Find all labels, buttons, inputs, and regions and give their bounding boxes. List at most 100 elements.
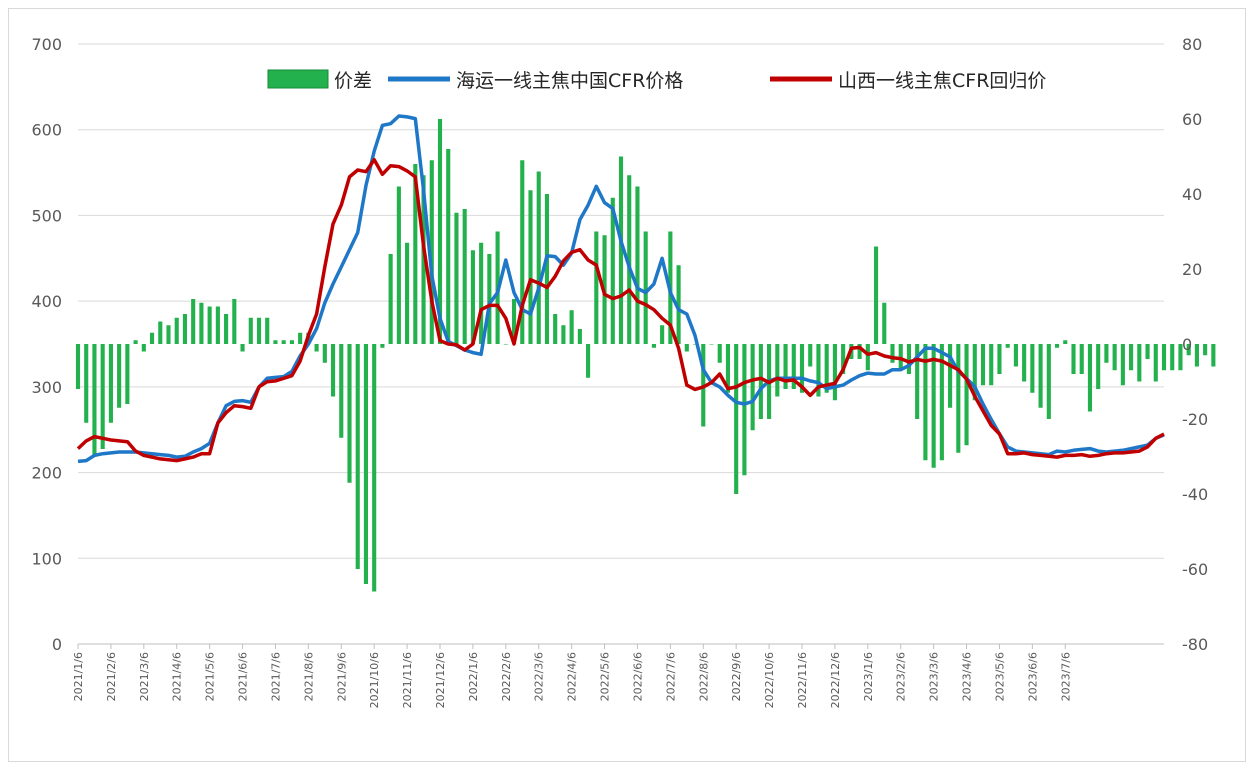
legend: 价差 海运一线主焦中国CFR价格 山西一线主焦CFR回归价 (267, 69, 1046, 92)
spread-bar (676, 265, 681, 344)
spread-bar (248, 317, 253, 344)
spread-bar (454, 212, 459, 344)
x-tick-label: 2023/3/6 (928, 652, 941, 701)
series-line-red (76, 157, 1165, 463)
spread-bar (405, 242, 410, 344)
spread-bar (594, 231, 599, 344)
left-tick-label: 200 (31, 464, 62, 483)
spread-bar (1211, 344, 1216, 367)
spread-bar (388, 254, 393, 344)
spread-bar (692, 344, 698, 345)
right-tick-label: -80 (1182, 635, 1208, 654)
spread-bar (380, 344, 385, 348)
spread-bar (964, 344, 969, 446)
spread-bar (561, 325, 566, 344)
spread-bar (915, 344, 920, 419)
right-tick-label: -20 (1182, 410, 1208, 429)
spread-bar (141, 344, 146, 352)
x-tick-label: 2022/1/6 (467, 652, 480, 701)
spread-bar (166, 325, 171, 344)
left-tick-label: 300 (31, 378, 62, 397)
left-tick-label: 600 (31, 121, 62, 140)
spread-bar (536, 171, 541, 344)
spread-bar (725, 344, 731, 393)
spread-bar (1071, 344, 1076, 374)
spread-bar (487, 254, 492, 344)
spread-bar (808, 344, 813, 367)
spread-bar (627, 175, 632, 344)
spread-bars (75, 119, 1216, 592)
x-axis-ticks: 2021/1/6 2021/2/6 2021/3/6 2021/4/6 2021/5/6… (72, 643, 1164, 708)
spread-bar (314, 344, 319, 352)
spread-bar (980, 344, 986, 386)
x-tick-label: 2021/10/6 (368, 652, 381, 708)
spread-bar (989, 344, 994, 386)
spread-bar (1030, 344, 1035, 393)
x-tick-label: 2022/2/6 (500, 652, 513, 701)
spread-bar (750, 344, 755, 431)
spread-bar (1137, 344, 1142, 382)
spread-bar (1129, 344, 1134, 371)
spread-bar (273, 340, 278, 344)
spread-bar (322, 344, 327, 363)
spread-bar (1203, 344, 1208, 356)
spread-bar (479, 242, 484, 344)
spread-bar (1112, 344, 1117, 371)
spread-bar (1087, 344, 1093, 412)
spread-bar (1120, 344, 1125, 386)
spread-bar (1013, 344, 1018, 367)
x-tick-label: 2023/5/6 (993, 652, 1006, 701)
spread-bar (207, 306, 212, 344)
spread-bar (191, 299, 196, 344)
x-tick-label: 2021/2/6 (105, 652, 118, 701)
spread-bar (906, 344, 912, 374)
x-tick-label: 2021/5/6 (204, 652, 217, 701)
spread-bar (684, 344, 689, 352)
spread-bar (75, 344, 81, 389)
right-tick-label: 0 (1182, 335, 1192, 354)
spread-bar (347, 344, 352, 483)
spread-bar (865, 344, 870, 371)
spread-bar (775, 344, 780, 397)
spread-bar (635, 186, 640, 344)
spread-bar (215, 306, 220, 344)
spread-bar (100, 344, 105, 449)
spread-bar (232, 299, 237, 344)
spread-bar (734, 344, 739, 494)
spread-bar (133, 340, 138, 344)
spread-bar (783, 344, 788, 389)
x-tick-label: 2021/8/6 (302, 652, 315, 701)
spread-bar (182, 314, 188, 344)
spread-bar (709, 344, 714, 345)
x-tick-label: 2023/2/6 (895, 652, 908, 701)
spread-bar (528, 190, 533, 344)
spread-bar (84, 344, 89, 423)
x-tick-label: 2022/7/6 (664, 652, 677, 701)
spread-bar (586, 344, 591, 378)
spread-bar (520, 160, 525, 344)
x-tick-label: 2021/4/6 (171, 652, 184, 701)
spread-bar (174, 317, 179, 344)
x-tick-label: 2022/10/6 (763, 652, 776, 708)
x-tick-label: 2021/9/6 (335, 652, 348, 701)
spread-bar (931, 344, 936, 468)
left-tick-label: 0 (52, 635, 62, 654)
x-tick-label: 2022/6/6 (631, 652, 644, 701)
spread-bar (651, 344, 656, 348)
x-tick-label: 2023/6/6 (1026, 652, 1039, 701)
right-tick-label: 80 (1182, 35, 1202, 54)
spread-bar (158, 321, 163, 344)
spread-bar (816, 344, 821, 397)
spread-bar (553, 314, 558, 344)
legend-label-blue: 海运一线主焦中国CFR价格 (456, 70, 683, 92)
spread-bar (330, 344, 336, 397)
spread-bar (108, 344, 113, 423)
x-tick-label: 2022/9/6 (730, 652, 743, 701)
right-tick-label: -40 (1182, 485, 1208, 504)
spread-bar (1038, 344, 1043, 408)
spread-bar (799, 344, 805, 393)
spread-bar (429, 160, 434, 344)
x-tick-label: 2021/12/6 (434, 652, 447, 708)
spread-bar (1194, 344, 1199, 367)
spread-bar (446, 149, 451, 344)
